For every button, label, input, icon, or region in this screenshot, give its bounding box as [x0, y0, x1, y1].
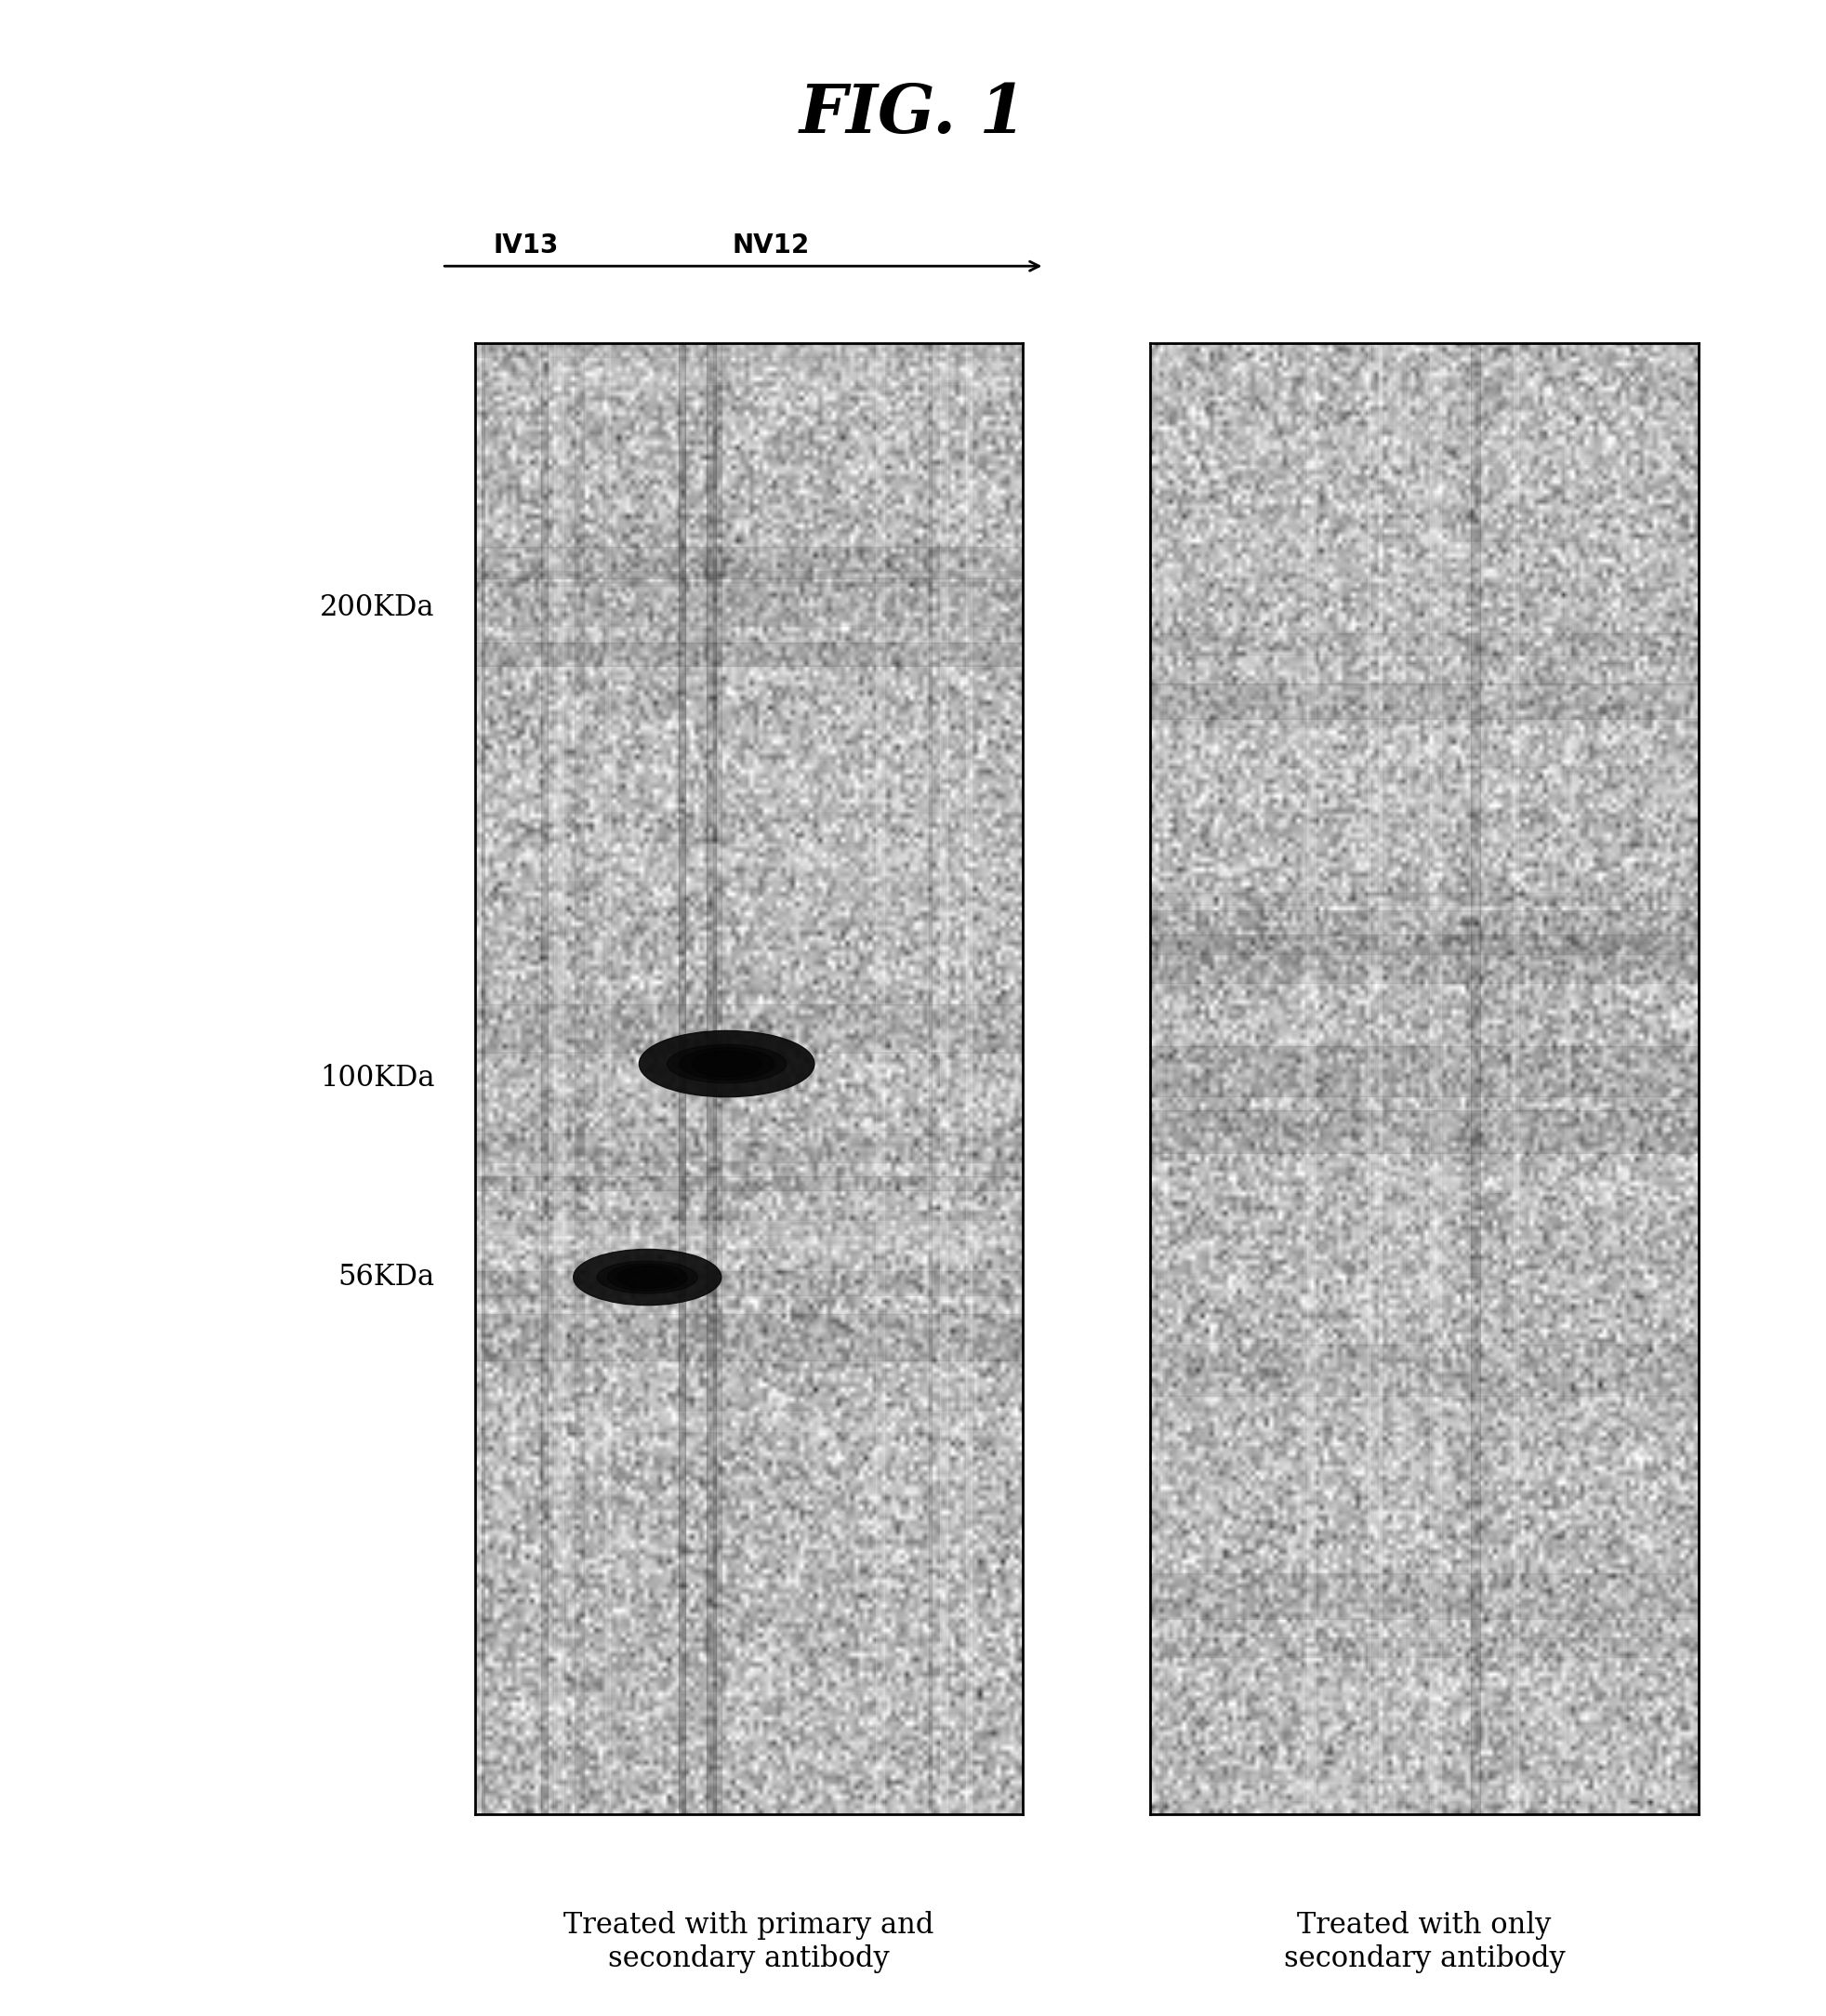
Bar	[482, 343, 484, 1814]
Bar	[1150, 1393, 1698, 1431]
Bar	[475, 1212, 1023, 1236]
Bar	[475, 621, 1023, 673]
Bar	[1150, 935, 1698, 984]
Bar	[1150, 633, 1698, 655]
Bar	[475, 760, 1023, 810]
Bar	[1165, 343, 1169, 1814]
Bar	[966, 343, 971, 1814]
Bar	[475, 371, 1023, 403]
Bar	[475, 1411, 1023, 1431]
Bar	[555, 343, 562, 1814]
Bar	[1150, 911, 1698, 954]
Bar	[1150, 427, 1698, 462]
Text: IV13: IV13	[493, 232, 559, 258]
Bar	[475, 546, 1023, 579]
Bar	[1150, 1637, 1698, 1657]
Bar	[1150, 663, 1698, 677]
Bar	[1514, 343, 1517, 1814]
Bar	[475, 1691, 1023, 1718]
Bar	[475, 343, 480, 1814]
Bar	[1150, 1165, 1698, 1191]
Bar	[475, 845, 1023, 879]
Bar	[1393, 343, 1404, 1814]
Bar	[1379, 343, 1382, 1814]
Bar	[1150, 1450, 1698, 1488]
Bar	[929, 343, 931, 1814]
Bar	[714, 343, 721, 1814]
Text: FIG. 1: FIG. 1	[800, 81, 1026, 147]
Ellipse shape	[597, 1262, 698, 1294]
Bar	[1150, 770, 1698, 810]
Ellipse shape	[666, 1044, 787, 1083]
Bar	[1150, 542, 1698, 581]
Bar	[475, 643, 1023, 665]
Bar	[1150, 683, 1698, 720]
Text: NV12: NV12	[732, 232, 809, 258]
Bar	[1470, 343, 1481, 1814]
Bar	[475, 1270, 1023, 1296]
Ellipse shape	[573, 1250, 721, 1304]
Bar	[1623, 343, 1627, 1814]
Bar	[707, 343, 716, 1814]
Bar	[1368, 343, 1371, 1814]
Ellipse shape	[608, 1264, 687, 1290]
Ellipse shape	[639, 1030, 814, 1097]
Bar	[1150, 1046, 1698, 1097]
Bar	[1565, 343, 1570, 1814]
Bar	[1150, 1671, 1698, 1708]
Ellipse shape	[679, 1048, 774, 1081]
Bar	[1150, 1276, 1698, 1294]
Bar	[1430, 343, 1441, 1814]
Bar	[679, 343, 685, 1814]
Bar	[559, 343, 566, 1814]
Bar	[475, 1314, 1023, 1361]
Bar	[876, 343, 884, 1814]
Bar	[475, 1133, 1023, 1161]
Text: 100KDa: 100KDa	[320, 1064, 435, 1093]
Bar	[1150, 1111, 1698, 1153]
Text: 200KDa: 200KDa	[320, 593, 435, 623]
Bar	[540, 343, 548, 1814]
Bar	[1150, 1574, 1698, 1619]
Bar	[1304, 343, 1313, 1814]
Bar	[940, 343, 948, 1814]
Bar	[475, 583, 1023, 627]
Bar	[1371, 343, 1380, 1814]
Text: Treated with only
secondary antibody: Treated with only secondary antibody	[1284, 1911, 1565, 1974]
Ellipse shape	[617, 1266, 677, 1288]
Bar	[1149, 343, 1160, 1814]
Ellipse shape	[692, 1050, 761, 1077]
Bar	[1150, 1782, 1698, 1800]
Bar	[475, 1222, 1023, 1248]
Bar	[1150, 728, 1698, 766]
Bar	[1150, 1345, 1698, 1395]
Bar	[475, 339, 1023, 383]
Bar	[475, 587, 1023, 627]
Bar	[1150, 685, 1698, 704]
Text: Treated with primary and
secondary antibody: Treated with primary and secondary antib…	[564, 1911, 933, 1974]
Bar	[1307, 343, 1317, 1814]
Bar	[475, 1175, 1023, 1189]
Bar	[604, 343, 610, 1814]
Text: 56KDa: 56KDa	[338, 1262, 435, 1292]
Bar	[475, 345, 1023, 357]
Bar	[475, 1004, 1023, 1052]
Bar	[475, 571, 1023, 585]
Bar	[475, 1060, 1023, 1089]
Bar	[1408, 343, 1413, 1814]
Bar	[475, 1226, 1023, 1270]
Bar	[575, 343, 584, 1814]
Bar	[1150, 893, 1698, 905]
